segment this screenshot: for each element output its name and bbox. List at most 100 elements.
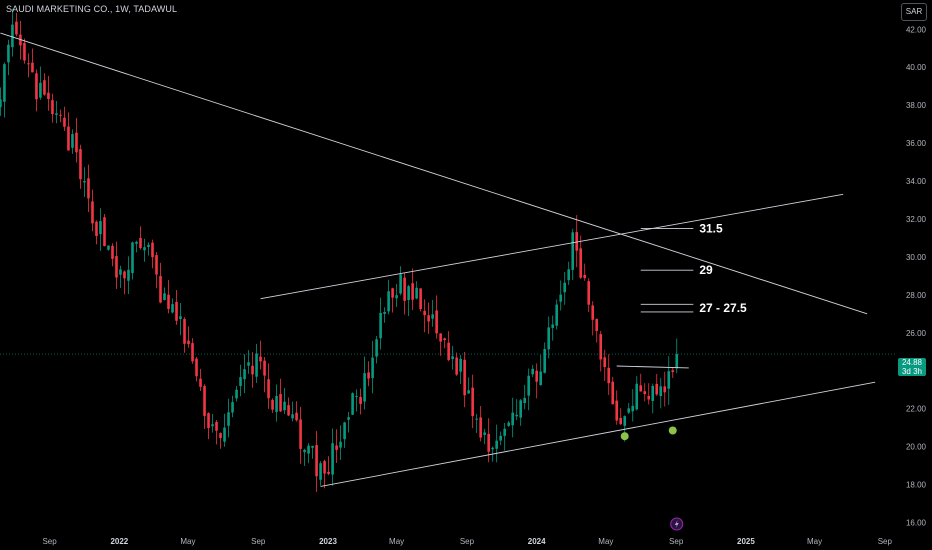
candle-body <box>423 310 426 316</box>
candle-body <box>279 393 282 412</box>
candle-body <box>115 256 118 278</box>
candle-body <box>107 245 110 250</box>
candle-body <box>3 64 6 102</box>
candle-body <box>87 178 90 199</box>
target-label: 31.5 <box>699 221 723 235</box>
candle-body <box>663 386 667 393</box>
candle-body <box>143 247 146 251</box>
candle-body <box>91 201 94 224</box>
y-tick-label: 32.00 <box>906 215 927 224</box>
candle-body <box>291 414 294 419</box>
candle-body <box>547 327 550 350</box>
candle-body <box>11 24 14 48</box>
last-price-tag: 24.88 3d 3h <box>898 358 926 376</box>
candle-body <box>103 217 106 247</box>
candle-body <box>551 324 554 328</box>
candle-body <box>355 395 358 397</box>
candle-body <box>155 255 158 275</box>
candle-body <box>95 221 98 237</box>
candle-body <box>207 413 210 429</box>
candle-body <box>111 245 114 259</box>
candle-body <box>675 354 679 369</box>
candle-body <box>347 417 350 420</box>
candle-body <box>351 393 354 415</box>
currency-button[interactable]: SAR <box>901 3 927 21</box>
candle-body <box>611 381 615 405</box>
candle-body <box>183 318 186 344</box>
candle-body <box>327 471 330 474</box>
candle-body <box>75 132 78 153</box>
candle-body <box>335 445 338 450</box>
y-tick-label: 34.00 <box>906 177 927 186</box>
candle-body <box>367 372 370 379</box>
support-marker <box>620 432 629 441</box>
candle-body <box>215 421 218 431</box>
candle-body <box>447 342 450 360</box>
y-tick-label: 40.00 <box>906 63 927 72</box>
candle-body <box>599 334 603 360</box>
candle-body <box>223 427 226 442</box>
candle-body <box>507 422 510 426</box>
candle-body <box>471 387 474 417</box>
candle-body <box>171 304 174 313</box>
candle-body <box>203 386 206 416</box>
candle-body <box>251 365 254 375</box>
candle-body <box>459 358 462 372</box>
candle-body <box>427 315 430 322</box>
candle-body <box>615 400 619 421</box>
candle-body <box>371 357 374 379</box>
candle-body <box>263 360 266 376</box>
candle-body <box>255 353 258 377</box>
candle-body <box>319 463 322 480</box>
candle-body <box>15 21 18 35</box>
candle-body <box>343 422 346 440</box>
candle-body <box>499 435 502 441</box>
symbol-title: SAUDI MARKETING CO., 1W, TADAWUL <box>6 4 178 14</box>
candle-body <box>375 339 378 357</box>
y-tick-label: 28.00 <box>906 291 927 300</box>
candle-body <box>231 402 234 413</box>
x-tick-label: May <box>180 537 195 546</box>
y-tick-label: 30.00 <box>906 253 927 262</box>
candle-body <box>671 370 675 373</box>
y-tick-label: 16.00 <box>906 519 927 528</box>
candle-body <box>271 399 274 410</box>
candle-body <box>175 301 178 321</box>
target-label: 29 <box>699 263 713 277</box>
x-tick-label: 2025 <box>737 537 755 546</box>
candle-body <box>239 377 242 386</box>
candle-body <box>527 375 530 396</box>
lightning-glyph-icon <box>674 520 679 528</box>
candle-body <box>419 288 422 310</box>
candle-body <box>571 232 575 270</box>
candle-body <box>619 417 623 425</box>
candle-body <box>71 134 74 148</box>
price-axis-area <box>895 0 932 550</box>
x-tick-label: 2024 <box>528 537 546 546</box>
candle-body <box>275 396 278 412</box>
candle-body <box>27 63 30 65</box>
candle-body <box>555 304 558 326</box>
candle-body <box>523 397 526 404</box>
candle-body <box>99 221 102 235</box>
candle-body <box>651 385 655 402</box>
candle-body <box>543 349 546 373</box>
candle-body <box>139 238 142 248</box>
candle-body <box>0 99 2 108</box>
candle-body <box>415 287 418 299</box>
candle-body <box>51 100 54 115</box>
candle-body <box>531 368 534 375</box>
candle-body <box>387 291 390 312</box>
trend-line <box>320 381 876 487</box>
candle-body <box>515 414 518 417</box>
candle-body <box>655 383 659 395</box>
candle-body <box>187 340 190 345</box>
candle-body <box>7 44 10 63</box>
y-tick-label: 22.00 <box>906 405 927 414</box>
candle-body <box>151 242 154 258</box>
x-tick-label: May <box>807 537 822 546</box>
candle-body <box>67 126 70 151</box>
candle-body <box>659 386 663 397</box>
y-tick-label: 36.00 <box>906 139 927 148</box>
